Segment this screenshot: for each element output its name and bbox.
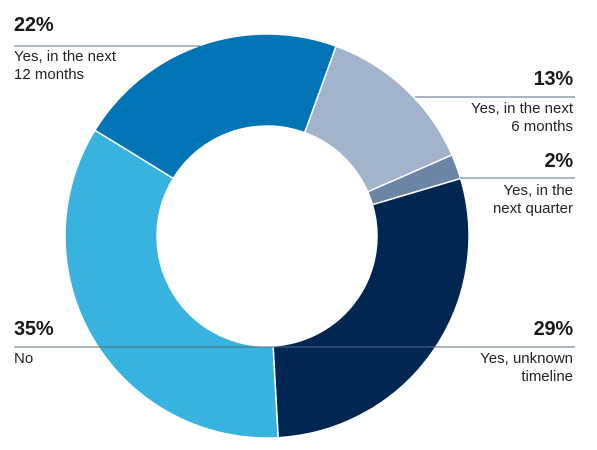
pct-no: 35% bbox=[14, 318, 54, 340]
text-no: No bbox=[14, 350, 34, 367]
label-no: 35% No bbox=[14, 318, 54, 368]
text-unknown-timeline: Yes, unknown timeline bbox=[480, 350, 573, 385]
pct-6-months: 13% bbox=[533, 68, 574, 90]
slice-no bbox=[64, 129, 279, 439]
label-unknown-timeline: 29% Yes, unknown timeline bbox=[480, 318, 573, 386]
label-6-months: 13% Yes, in the next 6 months bbox=[471, 68, 573, 136]
slice-unknown-timeline bbox=[272, 177, 470, 439]
text-quarter: Yes, in the next quarter bbox=[492, 182, 573, 217]
pct-quarter: 2% bbox=[544, 150, 573, 172]
pct-unknown-timeline: 29% bbox=[533, 318, 574, 340]
slice-12-months bbox=[93, 33, 338, 180]
text-12-months: Yes, in the next 12 months bbox=[14, 48, 117, 83]
text-6-months: Yes, in the next 6 months bbox=[470, 100, 573, 135]
label-12-months: 22% Yes, in the next 12 months bbox=[14, 14, 116, 84]
pct-12-months: 22% bbox=[14, 14, 54, 36]
label-quarter: 2% Yes, in the next quarter bbox=[493, 150, 573, 218]
